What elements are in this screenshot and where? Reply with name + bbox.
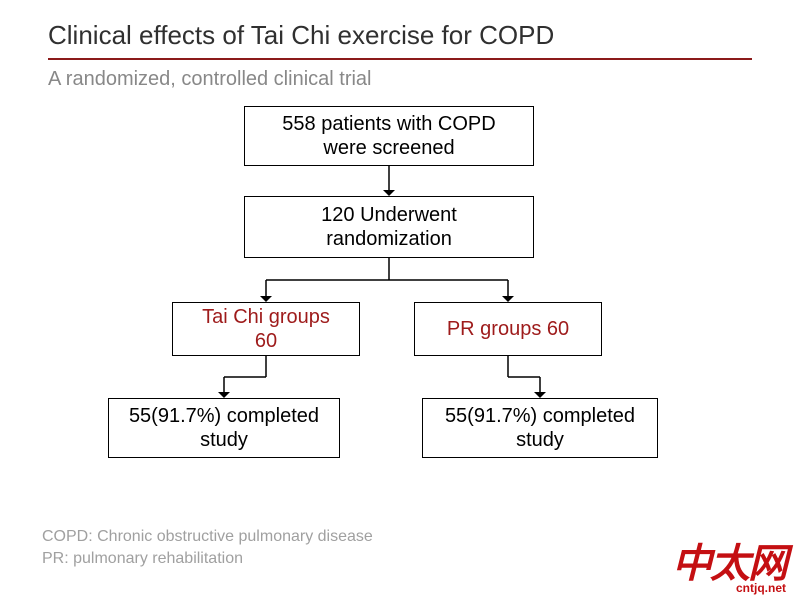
page-subtitle: A randomized, controlled clinical trial — [48, 68, 372, 91]
flow-node-pr: PR groups 60 — [414, 302, 602, 356]
flow-node-taichi: Tai Chi groups60 — [172, 302, 360, 356]
footnote-pr: PR: pulmonary rehabilitation — [42, 550, 243, 568]
flow-node-comp2: 55(91.7%) completedstudy — [422, 398, 658, 458]
title-rule — [48, 58, 752, 60]
page-title: Clinical effects of Tai Chi exercise for… — [48, 20, 554, 51]
flow-node-screened: 558 patients with COPDwere screened — [244, 106, 534, 166]
watermark-logo: 中太网 cntjq.net — [672, 548, 786, 594]
watermark-cn: 中太网 — [672, 541, 786, 586]
flow-node-comp1: 55(91.7%) completedstudy — [108, 398, 340, 458]
flow-node-random: 120 Underwentrandomization — [244, 196, 534, 258]
footnote-copd: COPD: Chronic obstructive pulmonary dise… — [42, 528, 373, 546]
